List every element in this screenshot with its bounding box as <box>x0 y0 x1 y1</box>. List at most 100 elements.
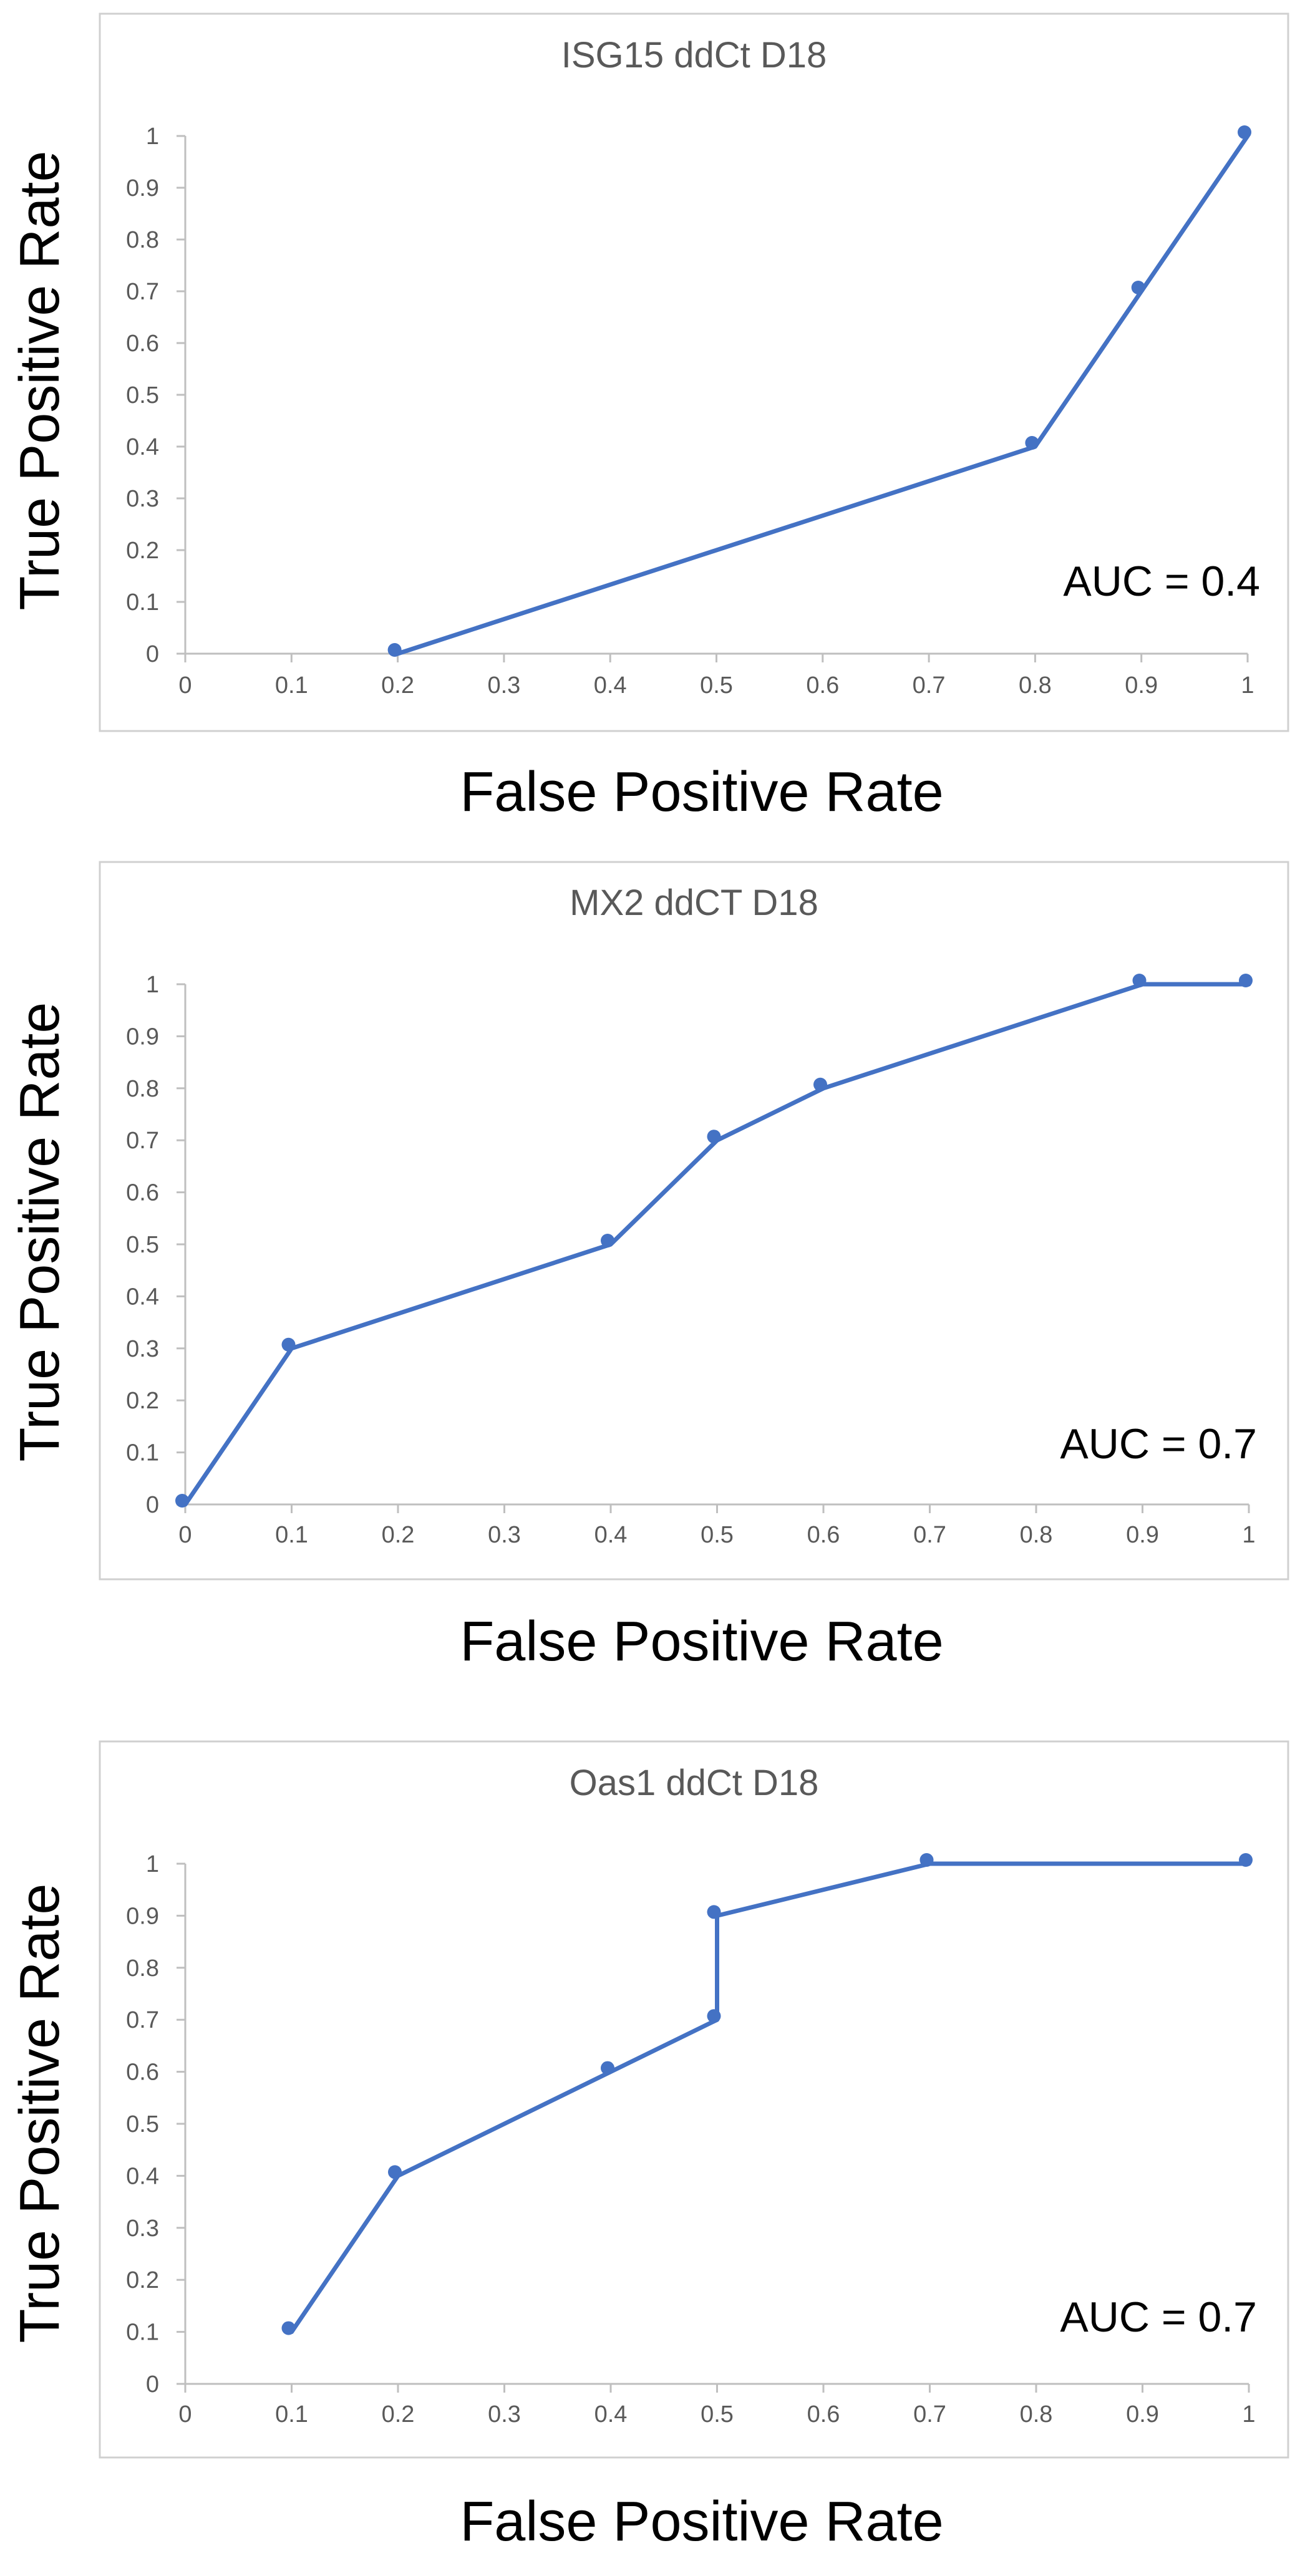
x-tick-label: 0.1 <box>275 2401 308 2428</box>
roc-curve-line <box>289 1861 1251 2335</box>
y-tick-label: 0.4 <box>126 434 159 460</box>
y-tick-label: 0 <box>146 1492 159 1518</box>
x-tick-label: 0.6 <box>807 2401 840 2428</box>
roc-data-point <box>601 1234 614 1247</box>
x-tick-label: 1 <box>1242 1522 1255 1548</box>
roc-data-point <box>281 1337 296 1352</box>
roc-data-point <box>1238 125 1251 139</box>
y-tick-label: 0.5 <box>126 1232 159 1258</box>
x-tick-label: 0.9 <box>1126 1522 1159 1548</box>
y-axis-label: True Positive Rate <box>9 1884 71 2343</box>
x-tick-label: 0.1 <box>275 672 308 699</box>
x-tick-label: 0 <box>178 2401 192 2428</box>
y-tick-label: 0.1 <box>126 1440 159 1466</box>
y-tick-label: 0.3 <box>126 486 159 512</box>
roc-data-point <box>1239 974 1253 987</box>
x-tick-label: 0 <box>178 1522 192 1548</box>
x-tick-label: 0.9 <box>1126 2401 1159 2428</box>
y-tick-label: 0.6 <box>126 1180 159 1206</box>
y-tick-label: 0.2 <box>126 1388 159 1414</box>
y-tick-label: 1 <box>146 972 159 998</box>
y-tick-label: 0.8 <box>126 1076 159 1102</box>
y-tick-label: 0.7 <box>126 279 159 305</box>
roc-data-point <box>601 2061 614 2075</box>
y-tick-label: 0.9 <box>126 1024 159 1050</box>
roc-data-point <box>388 2165 402 2179</box>
y-tick-label: 0.7 <box>126 1128 159 1154</box>
roc-data-point <box>387 643 402 657</box>
y-tick-label: 0.9 <box>126 175 159 201</box>
chart-frame <box>99 12 1289 732</box>
x-tick-label: 0.3 <box>488 2401 521 2428</box>
x-tick-label: 0.7 <box>913 2401 946 2428</box>
x-axis-label: False Positive Rate <box>460 1610 943 1673</box>
y-tick-label: 0.8 <box>126 227 159 253</box>
x-tick-label: 0.9 <box>1125 672 1158 699</box>
chart-title: Oas1 ddCt D18 <box>570 1763 819 1803</box>
x-tick-label: 1 <box>1242 2401 1255 2428</box>
chart-frame <box>99 861 1289 1581</box>
x-tick-label: 0.5 <box>701 1522 734 1548</box>
roc-data-point <box>707 1905 721 1919</box>
y-tick-label: 0.6 <box>126 331 159 357</box>
y-tick-label: 0.7 <box>126 2007 159 2033</box>
x-tick-label: 0.2 <box>382 2401 415 2428</box>
y-tick-label: 0.2 <box>126 2267 159 2293</box>
x-tick-label: 0 <box>178 672 192 699</box>
x-axis-label: False Positive Rate <box>460 2491 943 2553</box>
x-tick-label: 0.5 <box>701 2401 734 2428</box>
chart-title: MX2 ddCT D18 <box>570 883 818 923</box>
x-tick-label: 0.2 <box>382 1522 415 1548</box>
x-tick-label: 0.5 <box>700 672 733 699</box>
y-tick-label: 0.3 <box>126 2215 159 2242</box>
auc-annotation: AUC = 0.7 <box>1060 2293 1257 2341</box>
y-tick-label: 0.1 <box>126 2320 159 2346</box>
y-tick-label: 0.4 <box>126 2163 159 2189</box>
y-tick-label: 0 <box>146 641 159 667</box>
roc-data-point <box>175 1494 189 1508</box>
roc-data-point <box>1025 436 1039 450</box>
roc-data-point <box>919 1853 934 1867</box>
x-tick-label: 0.1 <box>275 1522 308 1548</box>
y-tick-label: 0.1 <box>126 589 159 616</box>
y-tick-label: 0.2 <box>126 538 159 564</box>
x-tick-label: 0.8 <box>1019 672 1052 699</box>
y-tick-label: 0.5 <box>126 2111 159 2138</box>
x-tick-label: 0.8 <box>1020 1522 1053 1548</box>
x-tick-label: 0.2 <box>381 672 414 699</box>
y-axis-label: True Positive Rate <box>9 1002 71 1462</box>
roc-data-point <box>1132 974 1147 987</box>
x-tick-label: 0.8 <box>1020 2401 1053 2428</box>
chart-frame <box>99 1740 1289 2459</box>
roc-chart-1: ISG15 ddCt D18 0 0.1 0.2 0.3 0.4 0.5 0.6 0.7 0.8 0… <box>9 12 1289 823</box>
x-axis-label: False Positive Rate <box>460 761 943 823</box>
x-tick-label: 0.3 <box>487 672 520 699</box>
x-tick-label: 0.4 <box>594 672 627 699</box>
roc-chart-2: MX2 ddCT D18 0 0.1 0.2 0.3 0.4 0.5 0.6 0.7 0.8 0.9… <box>9 861 1289 1673</box>
roc-data-point <box>281 2321 296 2335</box>
x-tick-label: 0.6 <box>807 1522 840 1548</box>
roc-data-point <box>1239 1853 1253 1867</box>
auc-annotation: AUC = 0.4 <box>1063 558 1260 605</box>
roc-data-point <box>813 1077 827 1092</box>
x-tick-label: 0.7 <box>913 672 946 699</box>
auc-annotation: AUC = 0.7 <box>1060 1420 1257 1468</box>
roc-data-point <box>707 1130 721 1144</box>
x-tick-label: 0.3 <box>488 1522 521 1548</box>
y-tick-label: 1 <box>146 123 159 150</box>
y-tick-label: 0.5 <box>126 382 159 409</box>
x-tick-label: 0.6 <box>806 672 839 699</box>
y-tick-label: 0.4 <box>126 1284 159 1310</box>
y-tick-label: 0 <box>146 2371 159 2398</box>
roc-data-point <box>707 2009 721 2023</box>
x-tick-label: 1 <box>1241 672 1254 699</box>
x-tick-label: 0.4 <box>594 1522 628 1548</box>
y-axis-label: True Positive Rate <box>9 151 71 611</box>
y-tick-label: 0.8 <box>126 1955 159 1982</box>
roc-data-point <box>1131 281 1145 294</box>
roc-chart-3: Oas1 ddCt D18 0 0.1 0.2 0.3 0.4 0.5 0.6 0.7 0.8 0.… <box>9 1740 1289 2553</box>
y-tick-label: 0.9 <box>126 1903 159 1929</box>
x-tick-label: 0.4 <box>594 2401 628 2428</box>
y-tick-label: 1 <box>146 1851 159 1877</box>
